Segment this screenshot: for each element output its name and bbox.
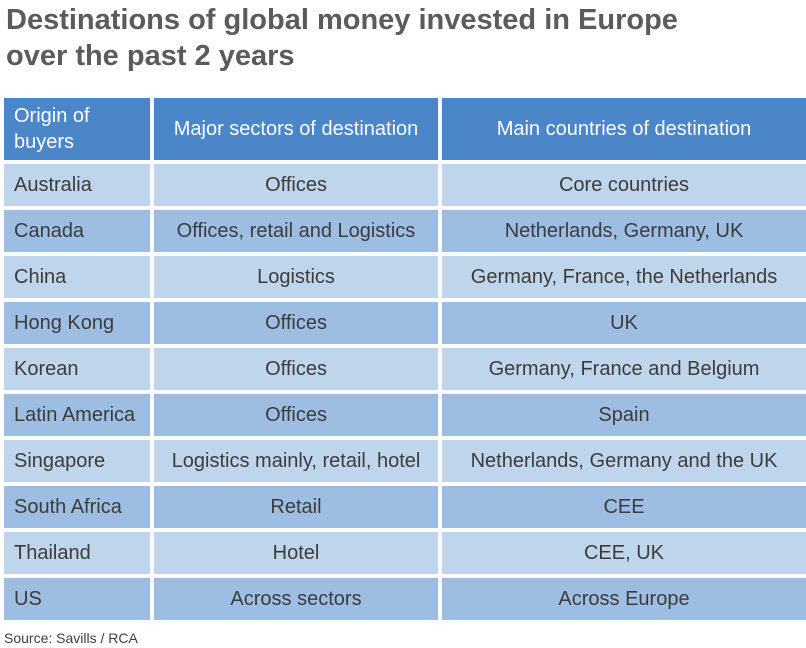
table-row: Australia Offices Core countries [4,164,806,206]
chart-title: Destinations of global money invested in… [6,2,796,74]
origin-cell: Canada [4,210,150,252]
table-row: Singapore Logistics mainly, retail, hotel… [4,440,806,482]
countries-cell: UK [442,302,806,344]
sector-cell: Offices [154,302,438,344]
column-header-countries: Main countries of destination [442,98,806,160]
sector-cell: Retail [154,486,438,528]
countries-cell: Core countries [442,164,806,206]
countries-cell: CEE [442,486,806,528]
origin-cell: South Africa [4,486,150,528]
table-row: Latin America Offices Spain [4,394,806,436]
origin-cell: Australia [4,164,150,206]
origin-cell: US [4,578,150,620]
origin-cell: Singapore [4,440,150,482]
countries-cell: Germany, France, the Netherlands [442,256,806,298]
sector-cell: Offices, retail and Logistics [154,210,438,252]
countries-cell: Spain [442,394,806,436]
source-note: Source: Savills / RCA [4,630,138,646]
sector-cell: Offices [154,394,438,436]
sector-cell: Logistics mainly, retail, hotel [154,440,438,482]
table-row: South Africa Retail CEE [4,486,806,528]
sector-cell: Offices [154,348,438,390]
destinations-table: Origin of buyers Major sectors of destin… [0,94,806,624]
countries-cell: Netherlands, Germany and the UK [442,440,806,482]
table-header-row: Origin of buyers Major sectors of destin… [4,98,806,160]
origin-cell: Thailand [4,532,150,574]
sector-cell: Hotel [154,532,438,574]
origin-cell: Latin America [4,394,150,436]
table-row: Canada Offices, retail and Logistics Nethe… [4,210,806,252]
column-header-sectors: Major sectors of destination [154,98,438,160]
table-body: Australia Offices Core countries Canada Offi… [4,164,806,620]
sector-cell: Across sectors [154,578,438,620]
chart-title-line-1: Destinations of global money invested in… [6,4,678,36]
column-header-origin: Origin of buyers [4,98,150,160]
table-row: China Logistics Germany, France, the Nethe… [4,256,806,298]
origin-cell: Korean [4,348,150,390]
table-row: Hong Kong Offices UK [4,302,806,344]
origin-cell: Hong Kong [4,302,150,344]
countries-cell: CEE, UK [442,532,806,574]
sector-cell: Offices [154,164,438,206]
countries-cell: Netherlands, Germany, UK [442,210,806,252]
sector-cell: Logistics [154,256,438,298]
table-row: Korean Offices Germany, France and Belgium [4,348,806,390]
countries-cell: Germany, France and Belgium [442,348,806,390]
chart-title-line-2: over the past 2 years [6,40,295,72]
table-row: Thailand Hotel CEE, UK [4,532,806,574]
table-row: US Across sectors Across Europe [4,578,806,620]
countries-cell: Across Europe [442,578,806,620]
origin-cell: China [4,256,150,298]
